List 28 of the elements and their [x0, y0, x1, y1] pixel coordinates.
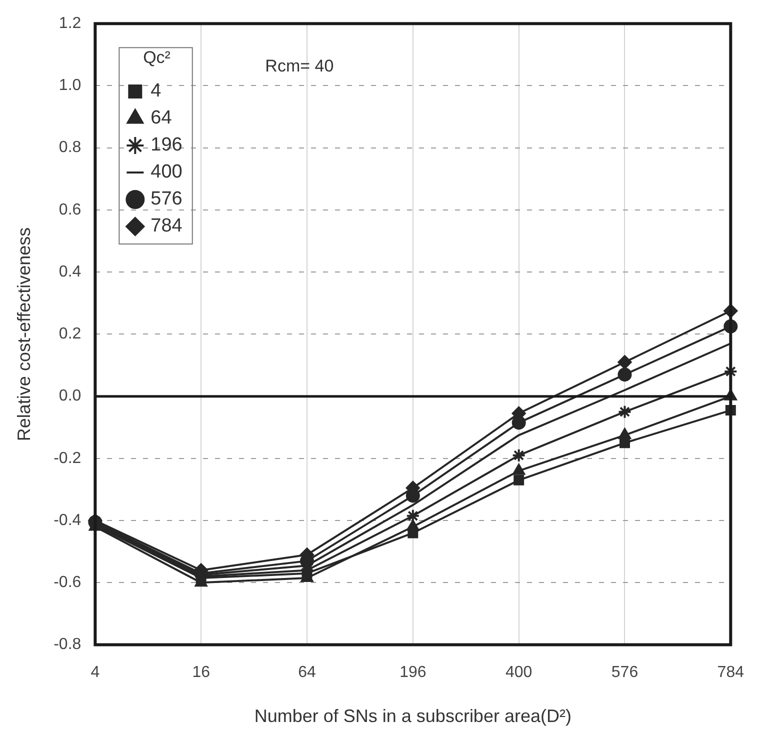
y-tick-label: 1.2 — [58, 15, 82, 32]
y-tick-label: 0.6 — [58, 201, 82, 218]
x-tick-label: 16 — [192, 664, 210, 681]
annotation: Rcm= 40 — [265, 56, 334, 76]
x-tick-label: 196 — [400, 664, 426, 681]
legend-label: 576 — [150, 188, 182, 210]
y-tick-label: -0.6 — [54, 574, 82, 592]
x-axis-title: Number of SNs in a subscriber area(D²) — [254, 706, 572, 726]
legend-label: 64 — [150, 108, 172, 129]
x-tick-label: 64 — [298, 664, 316, 681]
y-tick-label: -0.4 — [54, 512, 82, 529]
y-tick-label: -0.2 — [54, 450, 82, 467]
y-axis-title: Relative cost-effectiveness — [14, 227, 34, 442]
legend-label: 4 — [150, 80, 162, 102]
legend-label: 400 — [150, 162, 182, 183]
y-tick-label: 0.2 — [58, 326, 82, 343]
x-tick-label: 576 — [611, 664, 638, 681]
legend-title: Qc² — [143, 48, 171, 67]
y-tick-label: 0.4 — [58, 263, 82, 280]
y-tick-label: -0.8 — [54, 636, 82, 654]
y-tick-label: 1.0 — [58, 77, 82, 94]
legend-label: 196 — [150, 134, 182, 156]
x-tick-label: 400 — [505, 664, 532, 681]
y-tick-label: 0.0 — [58, 388, 82, 405]
y-tick-label: 0.8 — [58, 139, 82, 156]
x-tick-label: 784 — [717, 664, 744, 681]
legend-label: 784 — [150, 216, 183, 237]
x-tick-label: 4 — [90, 664, 100, 681]
